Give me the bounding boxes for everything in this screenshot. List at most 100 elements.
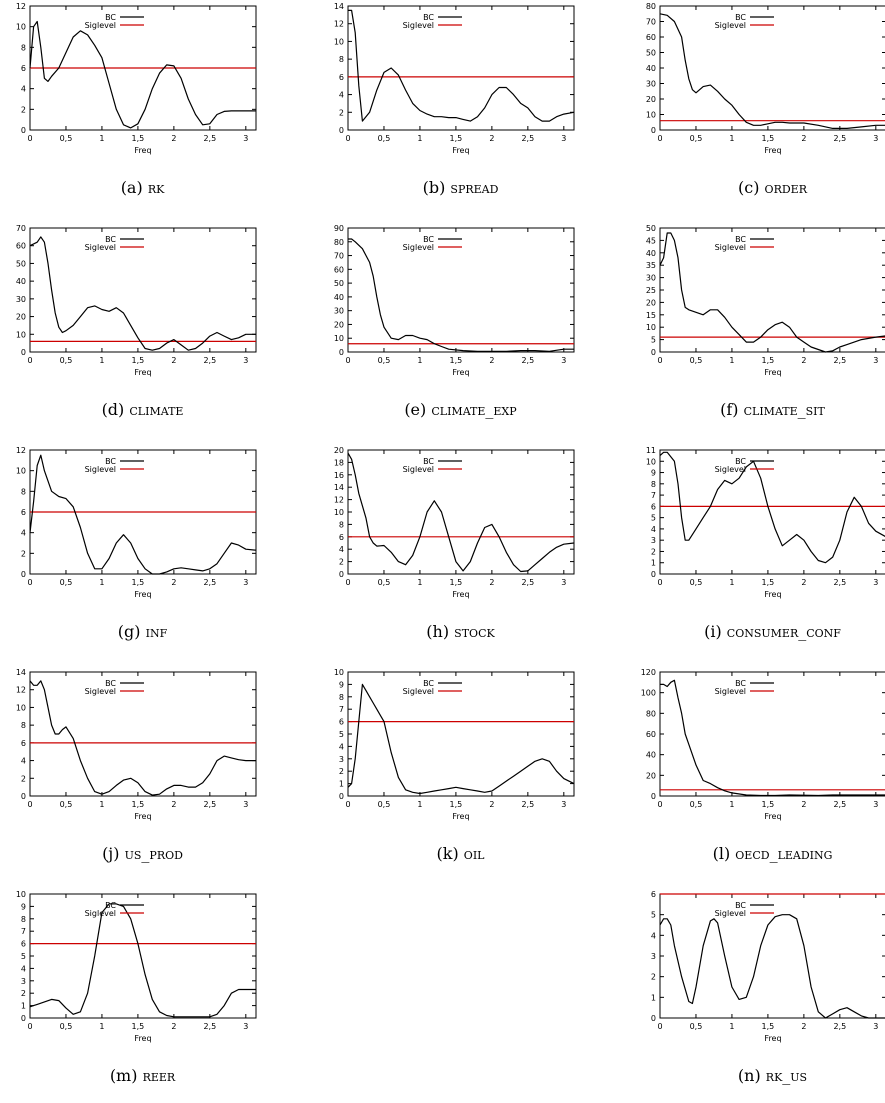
y-tick-label: 10	[334, 508, 344, 517]
x-tick-label: 1	[729, 134, 734, 143]
y-tick-label: 0	[21, 792, 26, 801]
caption-name: oecd_leading	[735, 844, 833, 863]
x-tick-label: 0	[345, 134, 350, 143]
plot-frame	[659, 449, 885, 575]
legend-bc-label: BC	[105, 679, 116, 688]
y-tick-label: 3	[339, 755, 344, 764]
chart-panel-d: 0 10 20 30 40 50 60 70 0 0,5 1 1,5 2 2,5 3 Freq BC Siglev…	[0, 222, 285, 437]
x-tick-label: 1,5	[132, 578, 145, 587]
y-tick-label: 60	[334, 265, 344, 274]
x-tick-label: 0,5	[690, 1022, 703, 1031]
x-tick-label: 1,5	[450, 134, 463, 143]
bc-series-line	[29, 236, 256, 351]
x-axis-label: Freq	[764, 368, 781, 377]
y-tick-label: 8	[339, 520, 344, 529]
y-tick-label: 0	[651, 348, 656, 357]
x-tick-label: 3	[243, 800, 248, 809]
y-tick-label: 0	[651, 126, 656, 135]
x-tick-label: 1	[417, 134, 422, 143]
y-tick-label: 7	[651, 491, 656, 500]
line-chart-i: 0 1 2 3 4 5 6 7 8 9 10 11 0 0,5 1 1,5 2 2,5 3 Freq BCSigleve…	[646, 446, 885, 599]
bc-series-line	[347, 452, 574, 573]
chart-panel-n: 0 1 2 3 4 5 6 0 0,5 1 1,5 2 2,5 3 Freq BC Siglevel (n) rk…	[630, 888, 885, 1103]
y-tick-label: 20	[334, 320, 344, 329]
x-tick-label: 2	[171, 800, 176, 809]
legend-bc-label: BC	[423, 457, 434, 466]
caption-letter: (g)	[117, 622, 141, 641]
y-tick-label: 30	[646, 274, 656, 283]
y-tick-label: 4	[21, 757, 26, 766]
y-tick-label: 8	[21, 721, 26, 730]
legend-bc-label: BC	[735, 901, 746, 910]
chart-panel-g: 0 2 4 6 8 10 12 0 0,5 1 1,5 2 2,5 3 Freq BC Siglevel (g) …	[0, 444, 285, 659]
x-tick-label: 0,5	[690, 800, 703, 809]
x-tick-label: 1	[729, 578, 734, 587]
x-tick-label: 2,5	[203, 578, 216, 587]
chart-caption: (c) order	[630, 178, 885, 197]
x-tick-label: 2	[801, 1022, 806, 1031]
caption-name: us_prod	[124, 844, 183, 863]
legend-siglevel-label: Siglevel	[715, 687, 746, 696]
y-tick-label: 100	[641, 689, 656, 698]
x-tick-label: 1	[729, 1022, 734, 1031]
line-chart-d: 0 10 20 30 40 50 60 70 0 0,5 1 1,5 2 2,5 3 Freq BCSiglev…	[16, 224, 257, 377]
y-tick-label: 12	[16, 2, 26, 11]
chart-panel-e: 0 10 20 30 40 50 60 70 80 90 0 0,5 1 1,5 2 2,5 3 Freq BC Si…	[318, 222, 603, 437]
y-tick-label: 30	[334, 307, 344, 316]
legend-siglevel-label: Siglevel	[715, 21, 746, 30]
line-chart-c: 0 10 20 30 40 50 60 70 80 0 0,5 1 1,5 2 2,5 3 Freq BCSigl…	[646, 2, 885, 155]
y-tick-label: 20	[646, 298, 656, 307]
y-tick-label: 0	[339, 570, 344, 579]
x-tick-label: 3	[243, 578, 248, 587]
caption-name: stock	[454, 622, 495, 641]
x-tick-label: 0,5	[60, 356, 73, 365]
caption-letter: (i)	[704, 622, 722, 641]
legend-bc-label: BC	[735, 457, 746, 466]
caption-letter: (f)	[720, 400, 739, 419]
x-tick-label: 1,5	[762, 356, 775, 365]
y-tick-label: 14	[334, 2, 344, 11]
x-tick-label: 0	[27, 578, 32, 587]
y-tick-label: 40	[646, 751, 656, 760]
y-tick-label: 0	[651, 1014, 656, 1023]
y-tick-label: 0	[339, 348, 344, 357]
y-tick-label: 0	[21, 348, 26, 357]
x-tick-label: 1,5	[132, 1022, 145, 1031]
x-tick-label: 3	[873, 134, 878, 143]
x-tick-label: 3	[873, 356, 878, 365]
chart-panel-m: 0 1 2 3 4 5 6 7 8 9 10 0 0,5 1 1,5 2 2,5 3 Freq BC Siglevel (…	[0, 888, 285, 1103]
y-tick-label: 30	[646, 80, 656, 89]
plot-frame	[347, 227, 575, 353]
x-tick-label: 0	[657, 134, 662, 143]
y-tick-label: 4	[21, 85, 26, 94]
x-tick-label: 2,5	[521, 800, 534, 809]
x-tick-label: 2,5	[833, 1022, 846, 1031]
y-tick-label: 7	[339, 705, 344, 714]
y-tick-label: 120	[641, 668, 656, 677]
x-tick-label: 2,5	[203, 1022, 216, 1031]
x-tick-label: 0	[345, 356, 350, 365]
y-tick-label: 0	[339, 792, 344, 801]
y-tick-label: 9	[21, 902, 26, 911]
y-tick-label: 4	[339, 545, 344, 554]
x-tick-label: 1,5	[762, 1022, 775, 1031]
chart-caption: (d) climate	[0, 400, 285, 419]
legend-bc-label: BC	[423, 679, 434, 688]
y-tick-label: 9	[339, 680, 344, 689]
x-tick-label: 2	[489, 134, 494, 143]
chart-panel-k: 0 1 2 3 4 5 6 7 8 9 10 0 0,5 1 1,5 2 2,5 3 Freq BC Siglevel (…	[318, 666, 603, 881]
caption-letter: (m)	[109, 1066, 138, 1085]
y-tick-label: 1	[651, 559, 656, 568]
x-tick-label: 3	[561, 356, 566, 365]
x-tick-label: 2	[801, 800, 806, 809]
caption-letter: (j)	[102, 844, 120, 863]
x-tick-label: 2,5	[833, 800, 846, 809]
caption-letter: (b)	[422, 178, 446, 197]
legend-siglevel-label: Siglevel	[715, 243, 746, 252]
y-tick-label: 6	[21, 940, 26, 949]
